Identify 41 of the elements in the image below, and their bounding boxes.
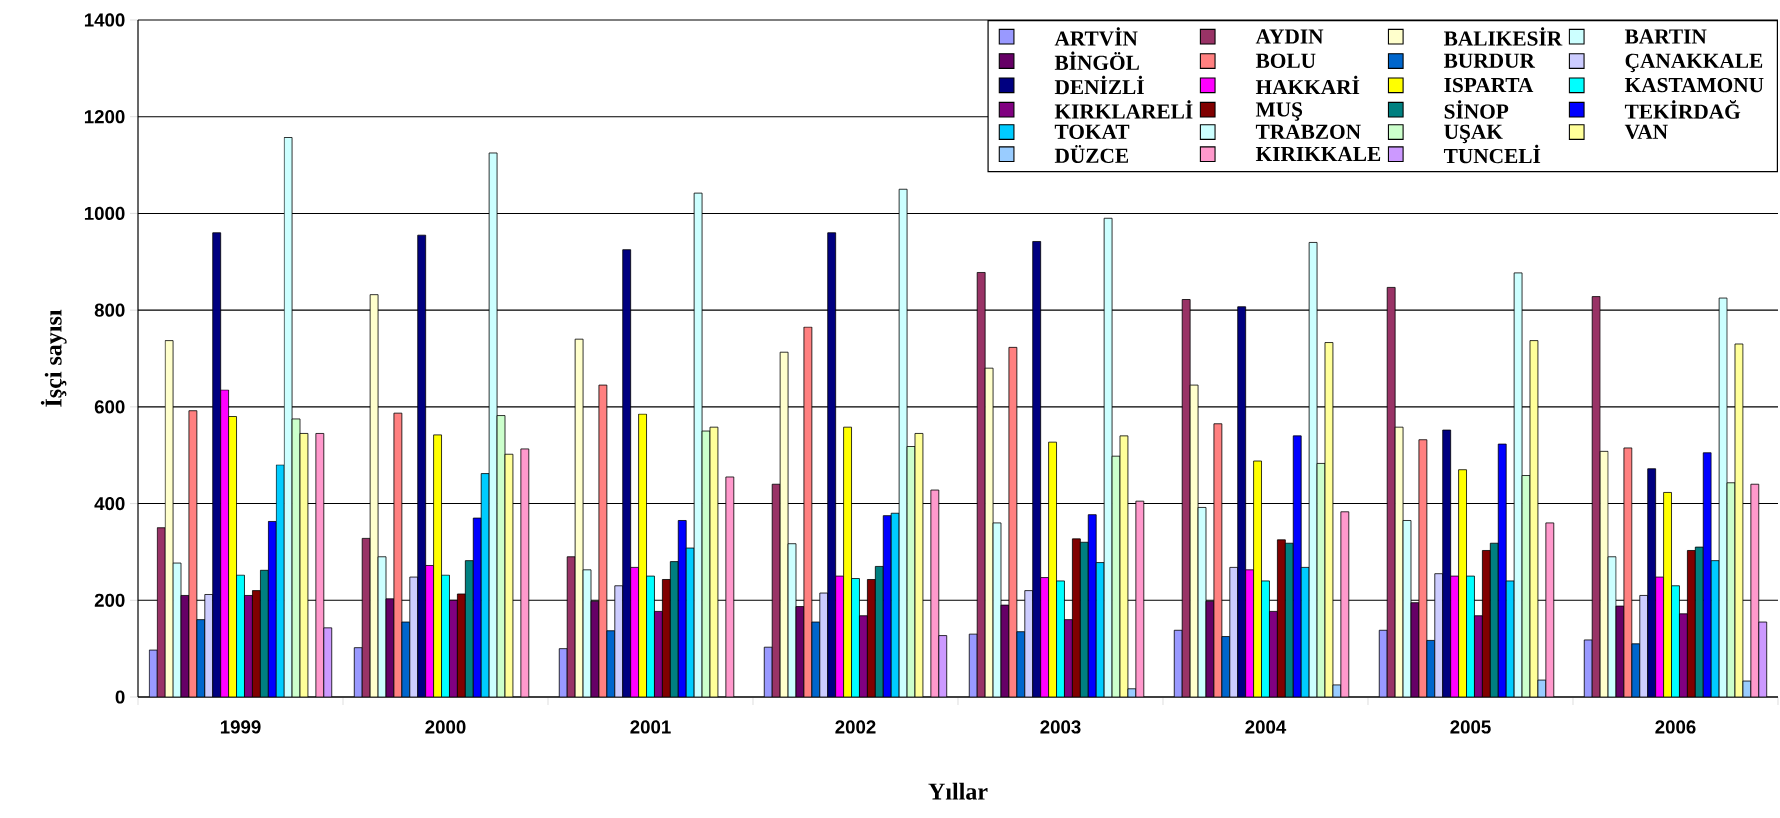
x-tick-label: 2002 <box>835 720 876 734</box>
legend-label: TEKİRDAĞ <box>1624 100 1741 119</box>
legend-label: HAKKARİ <box>1255 75 1360 95</box>
legend-label: BURDUR <box>1443 53 1536 68</box>
legend-label: TRABZON <box>1255 124 1361 139</box>
legend-label: VAN <box>1624 124 1668 140</box>
y-tick-label: 800 <box>94 303 125 317</box>
x-tick-label: 2005 <box>1450 720 1491 734</box>
y-tick-label: 1200 <box>84 110 125 124</box>
x-tick-label: 2000 <box>425 720 466 734</box>
legend-label: ISPARTA <box>1444 77 1534 93</box>
y-tick-label: 1000 <box>84 206 125 221</box>
legend-label: SİNOP <box>1444 100 1509 119</box>
x-tick-label: 2001 <box>630 720 671 734</box>
legend-label: MUŞ <box>1255 102 1303 121</box>
legend-label: KASTAMONU <box>1624 77 1764 93</box>
legend-label: DENİZLİ <box>1054 75 1144 95</box>
y-tick-label: 600 <box>94 400 125 414</box>
y-tick-label: 0 <box>115 690 125 704</box>
legend-label: TUNCELİ <box>1443 144 1541 164</box>
legend-label: UŞAK <box>1444 124 1503 144</box>
legend-label: BİNGÖL <box>1054 51 1139 71</box>
legend-label: KIRKLARELİ <box>1054 100 1193 119</box>
legend-label: BOLU <box>1255 53 1316 68</box>
y-tick-label: 200 <box>94 593 125 607</box>
legend-label: BALIKESİR <box>1443 27 1563 46</box>
legend-label: ARTVİN <box>1054 27 1138 46</box>
legend-label: TOKAT <box>1054 124 1130 139</box>
x-tick-label: 2003 <box>1040 720 1081 734</box>
x-tick-label: 1999 <box>220 720 261 734</box>
y-tick-label: 400 <box>94 496 125 511</box>
legend-label: ÇANAKKALE <box>1625 53 1763 73</box>
x-tick-label: 2006 <box>1655 720 1696 734</box>
y-tick-label: 1400 <box>84 13 125 27</box>
legend-label: AYDIN <box>1255 29 1324 44</box>
y-axis-title: İşçi sayısı <box>40 309 67 407</box>
x-axis-title: Yıllar <box>928 782 988 800</box>
legend-label: DÜZCE <box>1054 145 1129 163</box>
x-tick-label: 2004 <box>1245 720 1287 734</box>
legend-label: BARTIN <box>1624 29 1707 44</box>
legend-label: KIRIKKALE <box>1255 146 1381 161</box>
